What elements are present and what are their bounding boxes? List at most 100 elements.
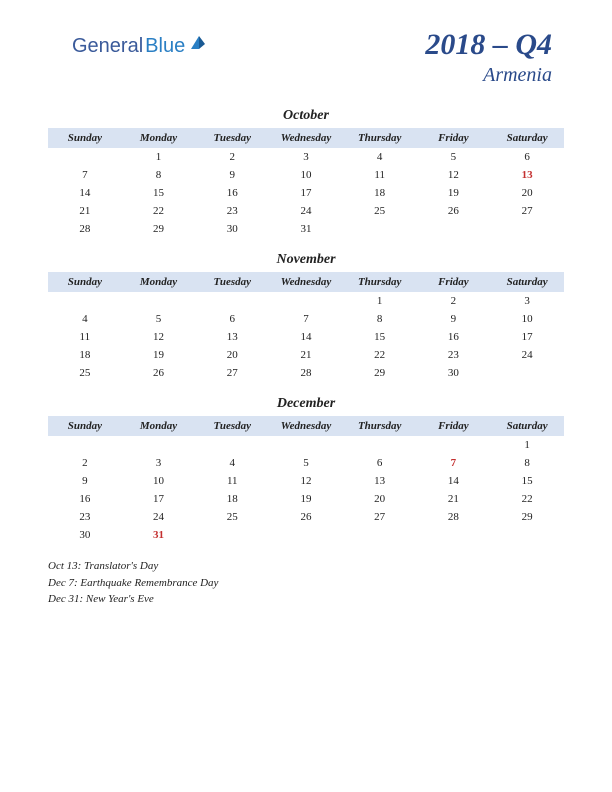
table-row: 123456 bbox=[48, 148, 564, 166]
day-cell: 17 bbox=[269, 184, 343, 202]
day-cell: 4 bbox=[48, 310, 122, 328]
day-cell: 24 bbox=[490, 346, 564, 364]
day-cell: 18 bbox=[48, 346, 122, 364]
day-header: Sunday bbox=[48, 128, 122, 148]
day-cell: 29 bbox=[343, 364, 417, 382]
day-cell: 10 bbox=[490, 310, 564, 328]
table-row: 252627282930 bbox=[48, 364, 564, 382]
day-cell bbox=[195, 436, 269, 454]
logo-text-general: General bbox=[72, 35, 143, 58]
day-header: Wednesday bbox=[269, 416, 343, 436]
day-cell bbox=[48, 436, 122, 454]
logo-triangle-icon bbox=[189, 34, 207, 58]
day-cell: 8 bbox=[343, 310, 417, 328]
day-cell: 9 bbox=[195, 166, 269, 184]
day-cell: 8 bbox=[122, 166, 196, 184]
day-header: Tuesday bbox=[195, 416, 269, 436]
day-cell: 21 bbox=[269, 346, 343, 364]
day-cell: 28 bbox=[417, 508, 491, 526]
quarter-title: 2018 – Q4 bbox=[425, 28, 552, 62]
day-cell: 14 bbox=[269, 328, 343, 346]
day-cell: 26 bbox=[122, 364, 196, 382]
day-cell bbox=[343, 436, 417, 454]
day-header: Sunday bbox=[48, 272, 122, 292]
day-cell: 25 bbox=[195, 508, 269, 526]
day-cell: 15 bbox=[490, 472, 564, 490]
day-cell: 31 bbox=[122, 526, 196, 544]
day-cell: 30 bbox=[417, 364, 491, 382]
month-block: OctoberSundayMondayTuesdayWednesdayThurs… bbox=[48, 108, 564, 238]
logo-text-blue: Blue bbox=[145, 35, 185, 58]
day-cell: 9 bbox=[48, 472, 122, 490]
day-cell: 5 bbox=[269, 454, 343, 472]
day-cell: 25 bbox=[48, 364, 122, 382]
day-header: Wednesday bbox=[269, 128, 343, 148]
day-cell bbox=[269, 292, 343, 310]
day-header: Sunday bbox=[48, 416, 122, 436]
day-cell: 27 bbox=[195, 364, 269, 382]
day-cell: 29 bbox=[122, 220, 196, 238]
day-cell: 26 bbox=[269, 508, 343, 526]
table-row: 16171819202122 bbox=[48, 490, 564, 508]
day-header: Friday bbox=[417, 416, 491, 436]
day-cell: 16 bbox=[195, 184, 269, 202]
day-cell: 19 bbox=[269, 490, 343, 508]
day-cell: 14 bbox=[417, 472, 491, 490]
header: 2018 – Q4 Armenia bbox=[425, 28, 552, 87]
day-cell: 10 bbox=[269, 166, 343, 184]
day-cell: 11 bbox=[343, 166, 417, 184]
day-cell: 18 bbox=[195, 490, 269, 508]
table-row: 2345678 bbox=[48, 454, 564, 472]
day-cell: 10 bbox=[122, 472, 196, 490]
day-cell: 11 bbox=[195, 472, 269, 490]
day-cell: 28 bbox=[269, 364, 343, 382]
day-cell: 3 bbox=[122, 454, 196, 472]
day-cell bbox=[417, 436, 491, 454]
table-row: 11121314151617 bbox=[48, 328, 564, 346]
logo: GeneralBlue bbox=[72, 34, 207, 58]
table-row: 45678910 bbox=[48, 310, 564, 328]
month-name: November bbox=[48, 252, 564, 268]
day-cell: 17 bbox=[122, 490, 196, 508]
month-name: December bbox=[48, 396, 564, 412]
day-cell bbox=[490, 364, 564, 382]
day-cell bbox=[417, 220, 491, 238]
day-cell: 14 bbox=[48, 184, 122, 202]
day-cell: 2 bbox=[195, 148, 269, 166]
table-row: 14151617181920 bbox=[48, 184, 564, 202]
day-cell bbox=[195, 526, 269, 544]
day-cell: 4 bbox=[343, 148, 417, 166]
day-cell: 5 bbox=[122, 310, 196, 328]
day-cell: 20 bbox=[195, 346, 269, 364]
day-cell: 30 bbox=[48, 526, 122, 544]
day-cell: 24 bbox=[122, 508, 196, 526]
day-cell: 21 bbox=[48, 202, 122, 220]
day-cell bbox=[269, 526, 343, 544]
day-cell bbox=[122, 436, 196, 454]
month-block: NovemberSundayMondayTuesdayWednesdayThur… bbox=[48, 252, 564, 382]
day-cell bbox=[490, 220, 564, 238]
day-cell: 17 bbox=[490, 328, 564, 346]
day-cell bbox=[490, 526, 564, 544]
day-cell: 28 bbox=[48, 220, 122, 238]
table-row: 3031 bbox=[48, 526, 564, 544]
day-cell: 13 bbox=[343, 472, 417, 490]
table-row: 123 bbox=[48, 292, 564, 310]
day-header: Friday bbox=[417, 128, 491, 148]
table-row: 78910111213 bbox=[48, 166, 564, 184]
day-cell: 4 bbox=[195, 454, 269, 472]
day-cell: 1 bbox=[490, 436, 564, 454]
day-cell: 24 bbox=[269, 202, 343, 220]
day-cell: 20 bbox=[490, 184, 564, 202]
day-cell: 2 bbox=[417, 292, 491, 310]
day-cell: 22 bbox=[490, 490, 564, 508]
day-cell: 27 bbox=[343, 508, 417, 526]
table-row: 21222324252627 bbox=[48, 202, 564, 220]
day-cell: 21 bbox=[417, 490, 491, 508]
day-cell: 8 bbox=[490, 454, 564, 472]
table-row: 1 bbox=[48, 436, 564, 454]
day-cell: 6 bbox=[195, 310, 269, 328]
day-cell: 26 bbox=[417, 202, 491, 220]
day-cell: 29 bbox=[490, 508, 564, 526]
day-header: Thursday bbox=[343, 272, 417, 292]
